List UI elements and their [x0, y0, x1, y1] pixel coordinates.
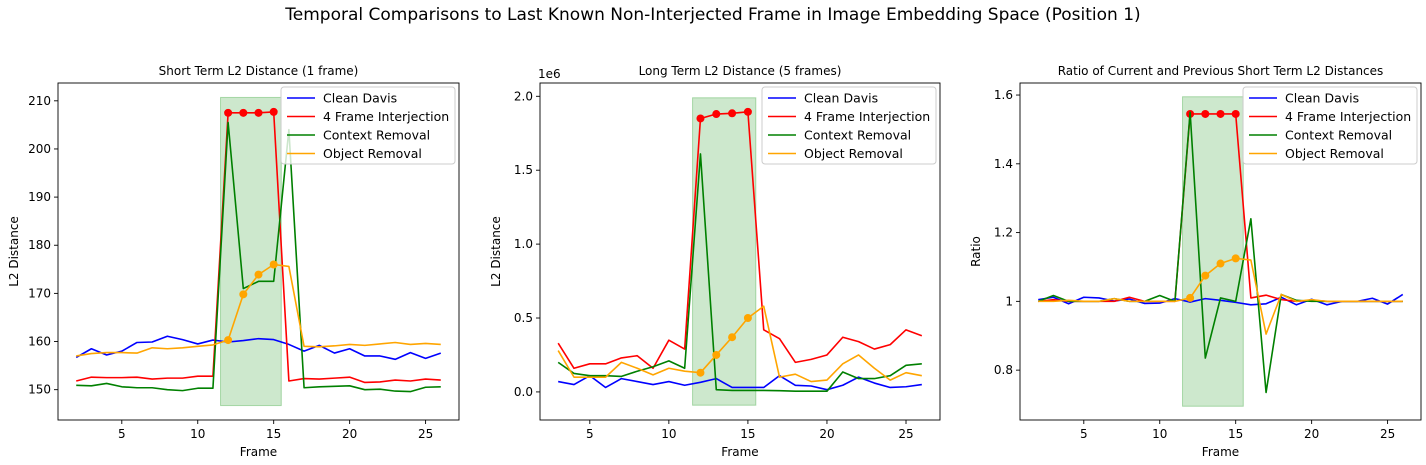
legend-entry: Context Removal: [1285, 128, 1392, 143]
x-axis-label: Frame: [1202, 445, 1239, 459]
data-point-marker: [696, 114, 705, 123]
legend-box: [761, 86, 937, 165]
x-tick-label: 25: [1380, 427, 1395, 441]
y-tick-label: 1.5: [514, 163, 533, 177]
series-line-4: [557, 305, 922, 383]
shaded-region: [692, 97, 757, 406]
x-tick-label: 15: [266, 427, 281, 441]
legend-entry: Object Removal: [323, 146, 422, 161]
y-tick-label: 1.0: [514, 237, 533, 251]
y-tick-label: 1.4: [994, 157, 1013, 171]
y-tick-label: 180: [28, 238, 51, 252]
subplot-title: Long Term L2 Distance (5 frames): [639, 64, 842, 78]
legend-box: [1242, 86, 1418, 165]
data-point-marker: [712, 110, 721, 119]
data-point-marker: [1201, 109, 1210, 118]
legend-entry: 4 Frame Interjection: [804, 109, 930, 124]
legend: Clean Davis 4 Frame Interjection Context R…: [761, 86, 937, 165]
data-point-marker: [1186, 293, 1195, 302]
data-point-marker: [269, 260, 278, 269]
y-tick-label: 200: [28, 142, 51, 156]
data-point-marker: [254, 108, 263, 117]
y-tick-label: 0.8: [994, 363, 1013, 377]
x-tick-label: 25: [418, 427, 433, 441]
y-tick-label: 0.0: [514, 385, 533, 399]
x-tick-label: 20: [819, 427, 834, 441]
data-point-marker: [254, 270, 263, 279]
y-offset-label: 1e6: [538, 67, 561, 81]
x-axis-label: Frame: [721, 445, 758, 459]
legend-entry: Object Removal: [804, 146, 903, 161]
legend-entry: Clean Davis: [1285, 91, 1359, 106]
data-point-marker: [269, 107, 278, 116]
legend-entry: 4 Frame Interjection: [323, 109, 449, 124]
legend-entry: Context Removal: [323, 128, 430, 143]
data-point-marker: [696, 368, 705, 377]
data-point-marker: [1216, 259, 1225, 268]
x-tick-label: 5: [1080, 427, 1088, 441]
legend-entry: Clean Davis: [323, 91, 397, 106]
data-point-marker: [712, 350, 721, 359]
data-point-marker: [743, 107, 752, 116]
data-point-marker: [728, 333, 737, 342]
y-tick-label: 170: [28, 286, 51, 300]
axes-frame: [539, 82, 941, 421]
subplot-2: 5 10 15 20 25 0.0 0.5 1.0 1.5 2.0 1e6 Long Term L2 …: [489, 64, 941, 459]
series-line-3: [557, 153, 922, 392]
y-tick-label: 210: [28, 94, 51, 108]
y-tick-label: 1: [1005, 294, 1013, 308]
data-point-marker: [1231, 254, 1240, 263]
x-tick-label: 20: [342, 427, 357, 441]
y-tick-label: 1.2: [994, 226, 1013, 240]
data-point-marker: [1216, 109, 1225, 118]
legend-box: [280, 86, 456, 165]
x-tick-label: 10: [190, 427, 205, 441]
x-tick-label: 10: [1152, 427, 1167, 441]
series-line-2: [557, 111, 923, 370]
x-tick-label: 15: [1228, 427, 1243, 441]
axes-frame: [1019, 82, 1422, 421]
x-tick-label: 20: [1304, 427, 1319, 441]
series-line-3: [76, 121, 441, 393]
data-point-marker: [239, 108, 248, 117]
axes-frame: [57, 82, 460, 421]
subplot-title: Short Term L2 Distance (1 frame): [159, 64, 359, 78]
legend: Clean Davis 4 Frame Interjection Context R…: [280, 86, 456, 165]
legend-entry: 4 Frame Interjection: [1285, 109, 1411, 124]
series-line-1: [75, 335, 442, 361]
data-point-marker: [728, 109, 737, 118]
data-point-marker: [224, 108, 233, 117]
y-axis-label: L2 Distance: [7, 216, 21, 287]
x-tick-label: 10: [661, 427, 676, 441]
y-tick-label: 190: [28, 190, 51, 204]
subplot-1: 5 10 15 20 25 150 160 170 180 190 200 210 Short Term…: [7, 64, 460, 459]
y-tick-label: 2.0: [514, 89, 533, 103]
y-tick-label: 150: [28, 383, 51, 397]
y-axis-label: L2 Distance: [489, 216, 503, 287]
x-tick-label: 5: [586, 427, 594, 441]
figure-title: Temporal Comparisons to Last Known Non-I…: [285, 5, 1141, 25]
x-axis-label: Frame: [240, 445, 277, 459]
subplot-3: 5 10 15 20 25 0.8 1 1.2 1.4 1.6 Ratio of Current a…: [969, 64, 1422, 459]
x-tick-label: 15: [740, 427, 755, 441]
data-point-marker: [1201, 271, 1210, 280]
x-tick-label: 25: [898, 427, 913, 441]
data-point-marker: [743, 314, 752, 323]
legend: Clean Davis 4 Frame Interjection Context R…: [1242, 86, 1418, 165]
x-tick-label: 5: [118, 427, 126, 441]
data-point-marker: [1231, 109, 1240, 118]
subplot-title: Ratio of Current and Previous Short Term…: [1058, 64, 1384, 78]
data-point-marker: [224, 336, 233, 345]
data-point-marker: [239, 290, 248, 299]
y-tick-label: 1.6: [994, 88, 1013, 102]
y-tick-label: 0.5: [514, 311, 533, 325]
legend-entry: Clean Davis: [804, 91, 878, 106]
legend-entry: Object Removal: [1285, 146, 1384, 161]
y-tick-label: 160: [28, 335, 51, 349]
y-axis-label: Ratio: [969, 236, 983, 267]
legend-entry: Context Removal: [804, 128, 911, 143]
